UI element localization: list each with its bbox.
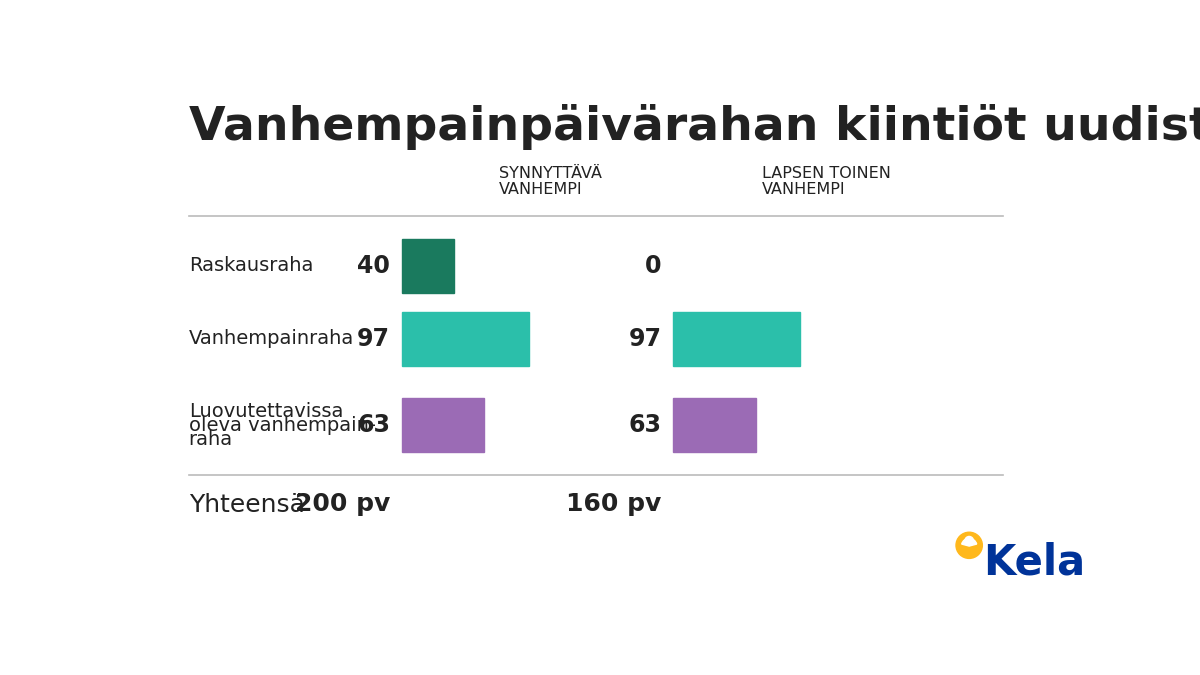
Bar [673,398,756,452]
Text: 160 pv: 160 pv [566,493,661,516]
Text: Vanhempainraha: Vanhempainraha [188,329,354,348]
Text: Yhteensä: Yhteensä [188,493,305,516]
Text: oleva vanhempain-: oleva vanhempain- [188,416,376,435]
Text: Luovutettavissa: Luovutettavissa [188,402,343,421]
Text: 0: 0 [646,254,661,278]
Circle shape [965,537,973,545]
Text: Kela: Kela [983,541,1085,583]
Text: VANHEMPI: VANHEMPI [499,182,582,196]
Text: 97: 97 [358,327,390,351]
Text: Raskausraha: Raskausraha [188,256,313,275]
Text: raha: raha [188,429,233,449]
Circle shape [956,532,983,558]
Text: 63: 63 [629,413,661,437]
Text: LAPSEN TOINEN: LAPSEN TOINEN [762,166,892,181]
Text: SYNNYTTÄVÄ: SYNNYTTÄVÄ [499,166,601,181]
Text: 97: 97 [629,327,661,351]
Text: VANHEMPI: VANHEMPI [762,182,846,196]
Text: 200 pv: 200 pv [295,493,390,516]
Text: 63: 63 [358,413,390,437]
Bar [402,239,454,293]
Bar [402,398,485,452]
Text: Vanhempainpäivärahan kiintiöt uudistuksen jälkeen: Vanhempainpäivärahan kiintiöt uudistukse… [188,104,1200,150]
Bar [402,312,529,366]
Wedge shape [961,539,977,546]
Text: 40: 40 [358,254,390,278]
Bar [673,312,800,366]
